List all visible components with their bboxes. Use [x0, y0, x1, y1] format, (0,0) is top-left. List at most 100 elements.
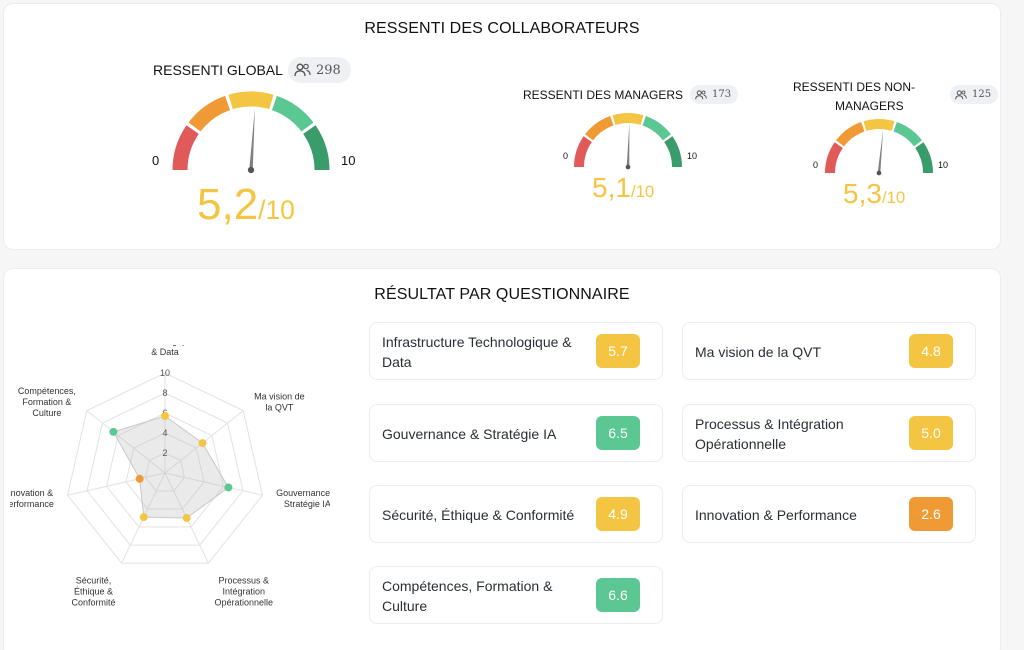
questionnaire-card-infrastructure[interactable]: Infrastructure Technologique & Data 5.7 — [369, 322, 663, 380]
radar-chart: 246810InfrastructureTechnologique& DataM… — [10, 345, 330, 608]
gauge-segment-red — [172, 125, 199, 171]
radar-grid-ring — [144, 452, 186, 492]
gauge-segment-red — [825, 142, 843, 174]
radar-data-point — [224, 483, 233, 492]
radar-grid-ring — [125, 432, 205, 510]
radar-tick-label: 2 — [162, 448, 167, 458]
gauge-segment-red — [574, 136, 592, 168]
radar-grid-ring — [66, 372, 264, 564]
gauge-segment-lightgreen — [893, 122, 922, 147]
gauge-needle — [249, 108, 255, 171]
gauge-segment-green — [664, 136, 682, 168]
radar-data-point — [198, 439, 207, 448]
gauge-needle — [626, 123, 630, 168]
radar-tick-label: 8 — [162, 388, 167, 398]
questionnaire-card-qvt[interactable]: Ma vision de la QVT 4.8 — [682, 322, 976, 380]
gauge-segment-orange — [585, 116, 614, 141]
questionnaire-card-competences[interactable]: Compétences, Formation & Culture 6.6 — [369, 566, 663, 624]
gauge-global-score-denominator: /10 — [258, 195, 295, 225]
questionnaire-card-label: Infrastructure Technologique & Data — [382, 334, 572, 370]
gauge-managers-label: RESSENTI DES MANAGERS — [523, 88, 684, 102]
gauge-nonmanagers — [825, 119, 933, 176]
gauge-segment-orange — [188, 95, 231, 132]
gauge-global — [172, 91, 330, 174]
gauge-nonmanagers-count-badge: 125 — [950, 85, 999, 104]
radar-grid-ring — [105, 412, 225, 528]
radar-spoke — [164, 472, 263, 496]
radar-data-point — [109, 427, 118, 436]
radar-spoke — [67, 472, 166, 496]
gauge-nonmanagers-label: RESSENTI DES NON- MANAGERS — [793, 78, 943, 116]
radar-spoke — [86, 410, 166, 474]
questionnaire-card-label: Ma vision de la QVT — [695, 344, 822, 360]
employee-sentiment-card: RESSENTI DES COLLABORATEURS — [3, 3, 1001, 250]
gauge-nonmanagers-score-value: 5,3 — [843, 178, 882, 209]
gauge-nonmanagers-max: 10 — [938, 160, 949, 170]
questionnaire-score-badge: 5.7 — [596, 334, 640, 368]
radar-data-area — [112, 415, 230, 519]
questionnaire-score-badge: 2.6 — [909, 497, 953, 531]
gauge-managers-max: 10 — [687, 151, 698, 161]
gauge-needle — [877, 129, 884, 174]
users-icon — [294, 63, 311, 77]
gauge-nonmanagers-label-line1: RESSENTI DES NON- — [793, 80, 916, 94]
questionnaire-score-badge: 6.5 — [596, 416, 640, 450]
questionnaire-card-processus[interactable]: Processus & Intégration Opérationnelle 5.… — [682, 404, 976, 462]
questionnaire-score-badge: 4.9 — [596, 497, 640, 531]
gauge-managers-score-denominator: /10 — [630, 182, 655, 201]
gauge-segment-green — [303, 125, 330, 171]
gauge-global-score: 5,2/10 — [197, 180, 295, 230]
gauge-needle-hub — [625, 164, 631, 170]
radar-axis-label: Processus & Intégration Opérationnelle — [214, 576, 273, 608]
gauge-managers-count: 173 — [712, 89, 732, 100]
gauge-nonmanagers-count: 125 — [972, 89, 992, 100]
gauge-needle-hub — [876, 170, 882, 176]
questionnaire-card-securite[interactable]: Sécurité, Éthique & Conformité 4.9 — [369, 485, 663, 543]
questionnaire-score-badge: 5.0 — [909, 416, 953, 450]
section-title-sentiment: RESSENTI DES COLLABORATEURS — [364, 20, 640, 37]
gauge-segment-yellow — [228, 91, 274, 110]
gauge-nonmanagers-score: 5,3/10 — [843, 178, 905, 210]
questionnaire-score-badge: 6.6 — [596, 578, 640, 612]
questionnaire-card-innovation[interactable]: Innovation & Performance 2.6 — [682, 485, 976, 543]
gauge-segment-lightgreen — [642, 116, 671, 141]
gauge-segment-green — [915, 142, 933, 174]
gauge-managers-score-value: 5,1 — [592, 172, 631, 203]
radar-tick-label: 4 — [162, 428, 167, 438]
radar-axis-label: Gouvernance &Stratégie IA — [276, 488, 330, 509]
users-icon — [955, 89, 967, 99]
gauge-nonmanagers-score-denominator: /10 — [881, 188, 906, 207]
gauge-global-count-badge: 298 — [288, 57, 351, 83]
gauge-global-label: RESSENTI GLOBAL — [153, 62, 283, 78]
users-icon — [695, 89, 707, 99]
questionnaire-card-label: Compétences, Formation & Culture — [382, 578, 553, 614]
radar-axis-label: Compétences, Formation & Culture — [18, 386, 76, 418]
questionnaire-card-label: Innovation & Performance — [695, 507, 857, 523]
questionnaire-card-gouvernance[interactable]: Gouvernance & Stratégie IA 6.5 — [369, 404, 663, 462]
radar-axis-label: Sécurité, Éthique & Conformité — [72, 576, 116, 608]
questionnaire-card-label: Gouvernance & Stratégie IA — [382, 426, 557, 442]
gauge-managers-score: 5,1/10 — [592, 172, 654, 204]
radar-axis-label: Innovation &Performance — [10, 488, 54, 509]
gauge-managers-min: 0 — [563, 151, 569, 161]
gauge-needle-hub — [247, 166, 255, 174]
gauge-segment-yellow — [863, 119, 895, 131]
questionnaire-card-label: Processus & Intégration Opérationnelle — [695, 416, 844, 452]
gauge-nonmanagers-label-line2: MANAGERS — [835, 99, 904, 113]
radar-tick-label: 10 — [160, 368, 170, 378]
gauge-global-score-value: 5,2 — [197, 180, 259, 229]
questionnaire-score-badge: 4.8 — [909, 334, 953, 368]
radar-data-point — [182, 514, 191, 523]
gauge-global-count: 298 — [316, 62, 341, 78]
gauge-global-max: 10 — [341, 153, 356, 168]
section-title-results: RÉSULTAT PAR QUESTIONNAIRE — [374, 286, 630, 303]
radar-grid-ring — [86, 392, 244, 546]
gauge-global-min: 0 — [152, 153, 160, 168]
radar-axis-label: Ma vision de la QVT — [254, 391, 305, 412]
questionnaire-card-label: Sécurité, Éthique & Conformité — [382, 507, 575, 523]
gauge-segment-orange — [836, 122, 865, 147]
gauge-segment-yellow — [612, 113, 644, 125]
radar-data-point — [139, 513, 148, 522]
gauge-nonmanagers-min: 0 — [813, 160, 819, 170]
